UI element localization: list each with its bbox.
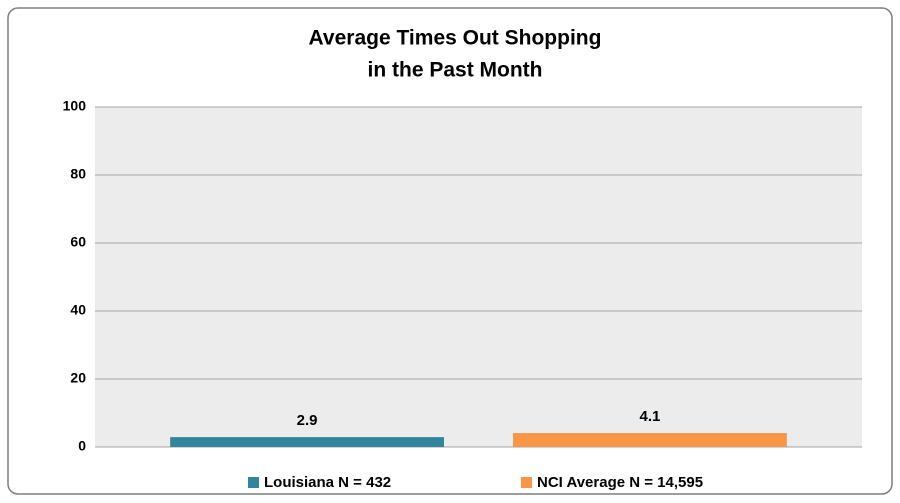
- legend-swatch: [248, 477, 259, 488]
- y-tick-label: 80: [70, 166, 86, 182]
- bar: [170, 437, 444, 447]
- value-label: 4.1: [639, 408, 660, 425]
- y-tick-label: 40: [70, 302, 86, 318]
- value-label: 2.9: [297, 412, 318, 429]
- plot-area: [95, 107, 862, 447]
- y-tick-label: 60: [70, 234, 86, 250]
- chart-title: in the Past Month: [368, 59, 543, 82]
- legend-label: NCI Average N = 14,595: [537, 474, 703, 491]
- y-tick-label: 100: [63, 98, 87, 114]
- chart-title: Average Times Out Shopping: [309, 27, 602, 50]
- y-tick-label: 0: [78, 438, 86, 454]
- legend-swatch: [521, 477, 532, 488]
- y-tick-label: 20: [70, 370, 86, 386]
- bar: [513, 433, 787, 447]
- legend-label: Louisiana N = 432: [264, 474, 391, 491]
